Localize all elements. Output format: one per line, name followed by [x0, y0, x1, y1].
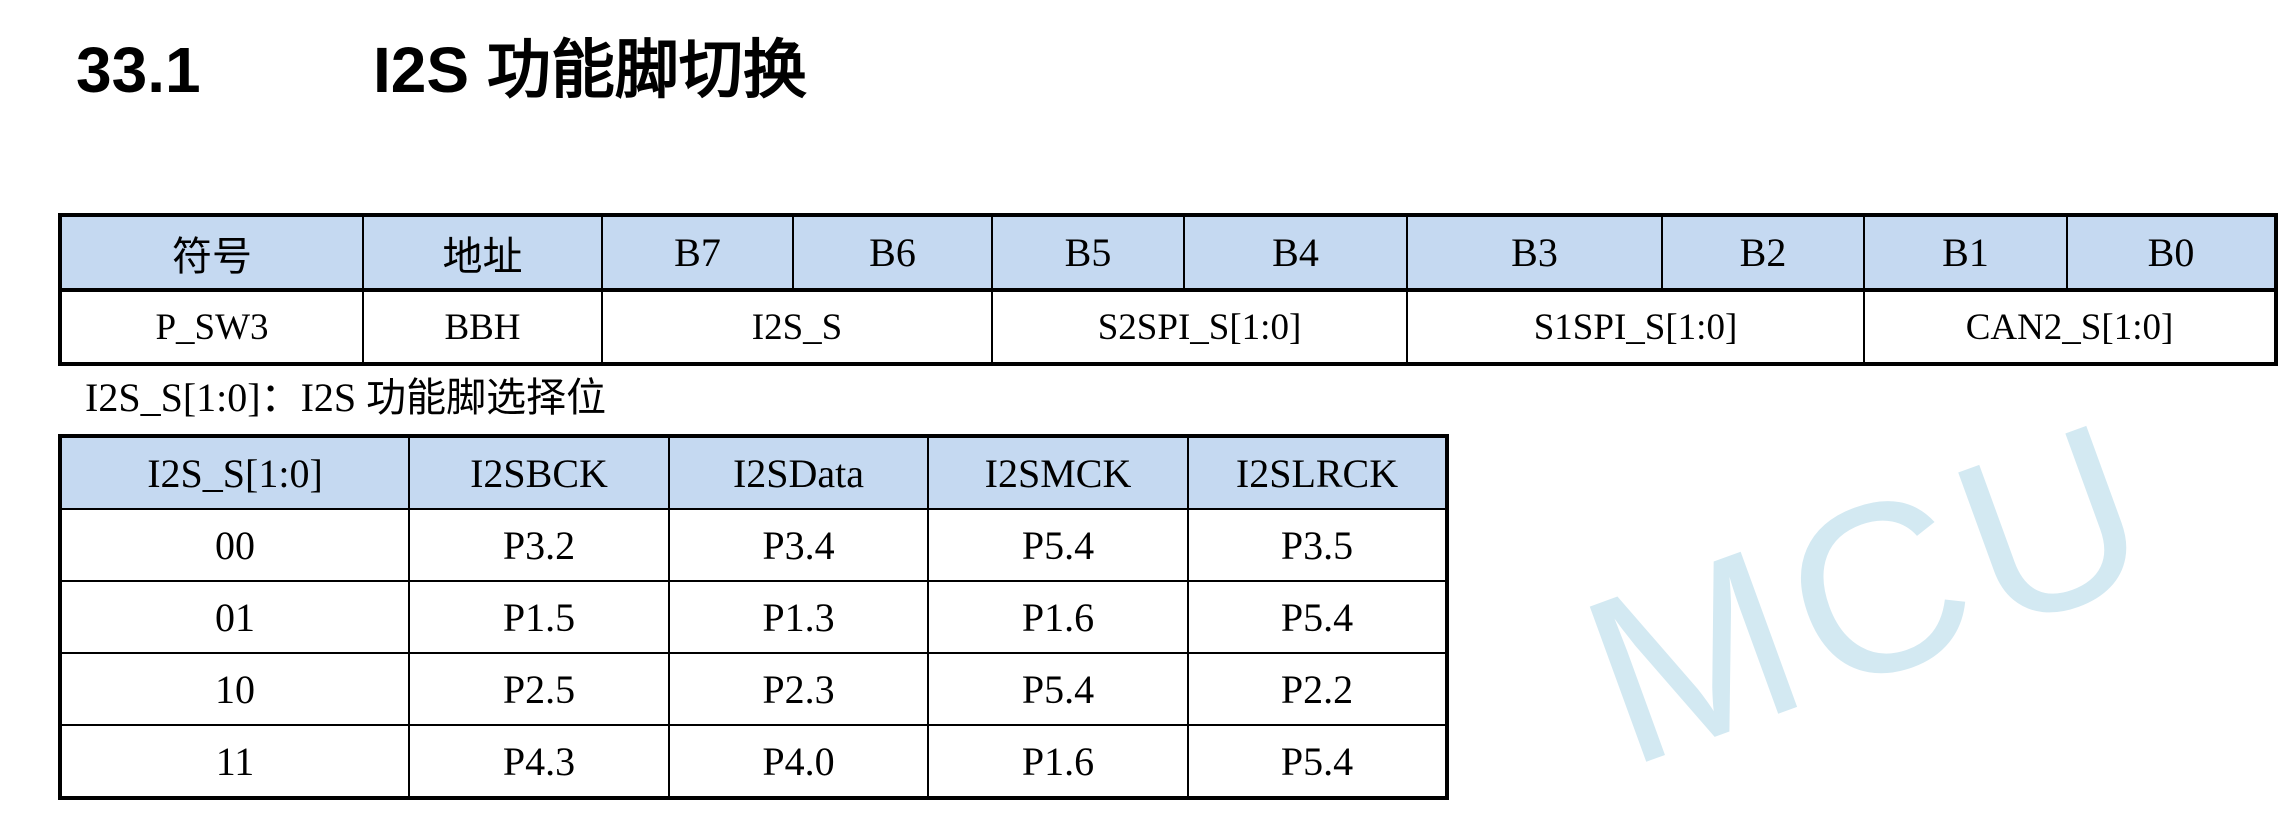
header-cell: B2: [1661, 214, 1865, 292]
table-cell: 11: [59, 724, 410, 799]
header-cell: I2SMCK: [927, 435, 1189, 510]
watermark: MCU: [1553, 367, 2187, 816]
table-cell: P3.2: [408, 508, 670, 582]
table-cell: 10: [59, 652, 410, 726]
register-row: P_SW3 BBH I2S_S S2SPI_S[1:0] S1SPI_S[1:0…: [59, 289, 2277, 365]
table-row: 00 P3.2 P3.4 P5.4 P3.5: [59, 508, 1448, 582]
table-row: 01 P1.5 P1.3 P1.6 P5.4: [59, 580, 1448, 654]
header-cell: I2SBCK: [408, 435, 670, 510]
header-cell: 符号: [59, 214, 364, 292]
header-cell: 地址: [362, 214, 603, 292]
table-cell: P5.4: [927, 652, 1189, 726]
pin-header-row: I2S_S[1:0] I2SBCK I2SData I2SMCK I2SLRCK: [59, 435, 1448, 510]
table-cell: P4.3: [408, 724, 670, 799]
bits-5-4-cell: S2SPI_S[1:0]: [991, 289, 1408, 365]
table-cell: P4.0: [668, 724, 929, 799]
table-cell: 01: [59, 580, 410, 654]
register-table: 符号 地址 B7 B6 B5 B4 B3 B2 B1 B0 P_SW3 BBH …: [58, 213, 2278, 366]
table-cell: P5.4: [1187, 724, 1448, 799]
table-row: 11 P4.3 P4.0 P1.6 P5.4: [59, 724, 1448, 799]
header-cell: B7: [601, 214, 794, 292]
table-cell: P5.4: [927, 508, 1189, 582]
header-cell: I2S_S[1:0]: [59, 435, 410, 510]
symbol-cell: P_SW3: [59, 289, 364, 365]
table-cell: P5.4: [1187, 580, 1448, 654]
table-cell: 00: [59, 508, 410, 582]
table-cell: P1.6: [927, 580, 1189, 654]
bits-3-2-cell: S1SPI_S[1:0]: [1406, 289, 1865, 365]
section-title: I2S 功能脚切换: [373, 34, 807, 106]
table-cell: P3.4: [668, 508, 929, 582]
table-cell: P1.5: [408, 580, 670, 654]
header-cell: B3: [1406, 214, 1663, 292]
header-cell: B0: [2066, 214, 2277, 292]
section-number: 33.1: [76, 34, 201, 106]
table-cell: P2.2: [1187, 652, 1448, 726]
table-cell: P1.3: [668, 580, 929, 654]
header-cell: B1: [1863, 214, 2068, 292]
header-cell: B6: [792, 214, 993, 292]
bits-7-6-cell: I2S_S: [601, 289, 993, 365]
header-cell: B5: [991, 214, 1185, 292]
header-cell: I2SLRCK: [1187, 435, 1448, 510]
pin-select-table: I2S_S[1:0] I2SBCK I2SData I2SMCK I2SLRCK 00 P3…: [58, 434, 1449, 800]
table-caption: I2S_S[1:0]：I2S 功能脚选择位: [85, 375, 607, 420]
table-cell: P1.6: [927, 724, 1189, 799]
pin-table-body: I2S_S[1:0] I2SBCK I2SData I2SMCK I2SLRCK 00 P3…: [59, 435, 1448, 799]
register-header-row: 符号 地址 B7 B6 B5 B4 B3 B2 B1 B0: [59, 214, 2277, 292]
header-cell: B4: [1183, 214, 1408, 292]
table-cell: P3.5: [1187, 508, 1448, 582]
table-cell: P2.5: [408, 652, 670, 726]
header-cell: I2SData: [668, 435, 929, 510]
address-cell: BBH: [362, 289, 603, 365]
table-row: 10 P2.5 P2.3 P5.4 P2.2: [59, 652, 1448, 726]
table-cell: P2.3: [668, 652, 929, 726]
bits-1-0-cell: CAN2_S[1:0]: [1863, 289, 2277, 365]
